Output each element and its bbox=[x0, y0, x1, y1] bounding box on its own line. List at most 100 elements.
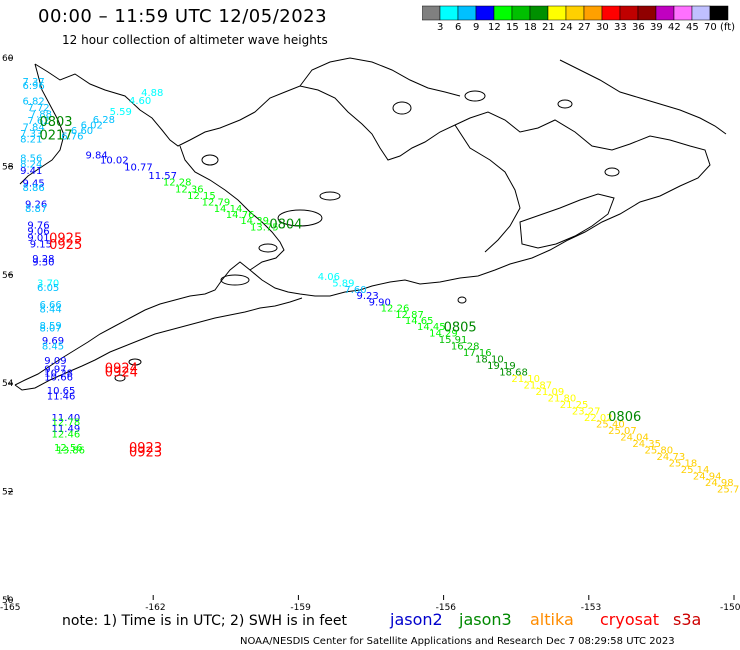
pass-time-tag: 0924 bbox=[105, 366, 138, 381]
swh-value-label: 18.68 bbox=[499, 368, 528, 379]
swh-value-label: 14.76 bbox=[226, 210, 255, 221]
lat-tick-label: 56 bbox=[2, 271, 14, 281]
coastline-layer bbox=[14, 57, 727, 391]
swh-value-label: 12.28 bbox=[163, 177, 192, 188]
pass-time-tag: 0804 bbox=[269, 218, 302, 233]
color-scale-label: 45 bbox=[686, 22, 699, 33]
legend-s3a: s3a bbox=[673, 610, 702, 629]
color-scale-label: 27 bbox=[578, 22, 591, 33]
island-shumagin-1 bbox=[114, 374, 126, 382]
color-scale-label: 3 bbox=[437, 22, 444, 33]
swh-value-label: 9.26 bbox=[25, 200, 47, 211]
map-title: 00:00 – 11:59 UTC 12/05/2023 bbox=[38, 6, 328, 27]
swh-value-label: 8.21 bbox=[20, 135, 42, 146]
pass-time-tag: 0924 bbox=[105, 361, 138, 376]
swh-value-label: 24.35 bbox=[632, 439, 661, 450]
swh-value-label: 24.94 bbox=[693, 472, 722, 483]
swh-value-label: 11.49 bbox=[52, 424, 81, 435]
swh-track-points: 4.884.605.596.286.026.606.769.8410.0210.… bbox=[20, 77, 740, 496]
island-chirikof bbox=[457, 296, 467, 304]
swh-value-label: 13.86 bbox=[56, 446, 85, 457]
lake-iliamna bbox=[277, 209, 323, 227]
swh-value-label: 22.02 bbox=[584, 413, 613, 424]
swh-value-label: 8.87 bbox=[25, 204, 47, 215]
lon-tick-label: -156 bbox=[436, 603, 457, 613]
swh-value-label: 9.84 bbox=[85, 150, 107, 161]
lat-tick-label: 50 bbox=[2, 596, 14, 606]
swh-value-label: 25.18 bbox=[669, 459, 698, 470]
swh-value-label: 10.02 bbox=[100, 156, 129, 167]
swh-value-label: 10.28 bbox=[44, 369, 73, 380]
swh-value-label: 9.69 bbox=[42, 336, 64, 347]
swh-value-label: 19.19 bbox=[487, 361, 516, 372]
swh-value-label: 6.28 bbox=[93, 115, 115, 126]
color-scale-label: 30 bbox=[596, 22, 609, 33]
swh-value-label: 24.73 bbox=[657, 452, 686, 463]
legend-cryosat: cryosat bbox=[600, 610, 660, 629]
lake-north-3 bbox=[557, 99, 573, 109]
pass-time-tag: 0805 bbox=[444, 321, 477, 336]
swh-value-label: 6.66 bbox=[39, 300, 61, 311]
pass-time-tag: 0806 bbox=[608, 410, 641, 425]
swh-value-label: 3.70 bbox=[37, 279, 59, 290]
swh-value-label: 14.14 bbox=[214, 204, 243, 215]
swh-value-label: 18.10 bbox=[475, 355, 504, 366]
swh-value-label: 7.33 bbox=[20, 129, 42, 140]
color-scale-label: 42 bbox=[668, 22, 681, 33]
swh-value-label: 24.04 bbox=[620, 433, 649, 444]
color-scale-label: 15 bbox=[506, 22, 519, 33]
color-swatch bbox=[709, 5, 729, 21]
swh-value-label: 11.46 bbox=[47, 391, 76, 402]
coastline-northeast bbox=[559, 59, 727, 135]
swh-value-label: 14.65 bbox=[405, 316, 434, 327]
swh-value-label: 7.37 bbox=[23, 77, 45, 88]
swh-value-label: 9.45 bbox=[23, 178, 45, 189]
swh-value-label: 12.26 bbox=[381, 304, 410, 315]
swh-value-label: 23.27 bbox=[572, 407, 601, 418]
lake-north-2 bbox=[464, 90, 486, 102]
swh-value-label: 6.60 bbox=[71, 126, 93, 137]
swh-value-label: 12.56 bbox=[54, 443, 83, 454]
swh-value-label: 9.06 bbox=[27, 227, 49, 238]
lat-tick-label: 60 bbox=[2, 54, 14, 64]
swh-value-label: 25.71 bbox=[717, 485, 740, 496]
swh-value-label: 9.41 bbox=[20, 166, 42, 177]
swh-value-label: 21.09 bbox=[536, 387, 565, 398]
color-scale-label: 36 bbox=[632, 22, 645, 33]
pass-time-tag: 0217 bbox=[39, 128, 72, 143]
island-shumagin-2 bbox=[128, 358, 142, 366]
lake-tikchik bbox=[201, 154, 219, 166]
coastline-alaska-range bbox=[299, 57, 461, 97]
lake-naknek bbox=[258, 243, 278, 253]
lon-tick-label: -159 bbox=[290, 603, 311, 613]
swh-value-label: 6.02 bbox=[81, 120, 103, 131]
pass-time-tag: 0923 bbox=[129, 441, 162, 456]
swh-value-label: 5.59 bbox=[110, 107, 132, 118]
swh-value-label: 6.96 bbox=[23, 81, 45, 92]
swh-value-label: 14.29 bbox=[429, 329, 458, 340]
legend-jason3: jason3 bbox=[459, 610, 512, 629]
swh-value-label: 10.66 bbox=[44, 372, 73, 383]
swh-value-label: 11.57 bbox=[148, 171, 177, 182]
swh-value-label: 21.87 bbox=[523, 381, 552, 392]
color-scale-label: 21 bbox=[542, 22, 555, 33]
lat-tick-label: 52 bbox=[2, 488, 13, 498]
swh-value-label: 9.97 bbox=[44, 364, 66, 375]
color-scale-label: 70 bbox=[704, 22, 717, 33]
color-scale-label: 33 bbox=[614, 22, 627, 33]
swh-value-label: 8.45 bbox=[42, 342, 64, 353]
color-scale-unit: (ft) bbox=[720, 22, 736, 33]
swh-value-label: 8.44 bbox=[39, 305, 61, 316]
swh-value-label: 8.86 bbox=[23, 183, 45, 194]
lakes-layer bbox=[114, 90, 620, 382]
swh-value-label: 9.01 bbox=[27, 233, 49, 244]
swh-value-label: 8.24 bbox=[20, 159, 42, 170]
swh-value-label: 8.59 bbox=[39, 321, 61, 332]
color-scale-label: 39 bbox=[650, 22, 663, 33]
swh-value-label: 15.91 bbox=[439, 335, 468, 346]
swh-value-label: 4.60 bbox=[129, 96, 151, 107]
swh-value-label: 12.46 bbox=[52, 429, 81, 440]
swh-value-label: 13.75 bbox=[250, 222, 279, 233]
